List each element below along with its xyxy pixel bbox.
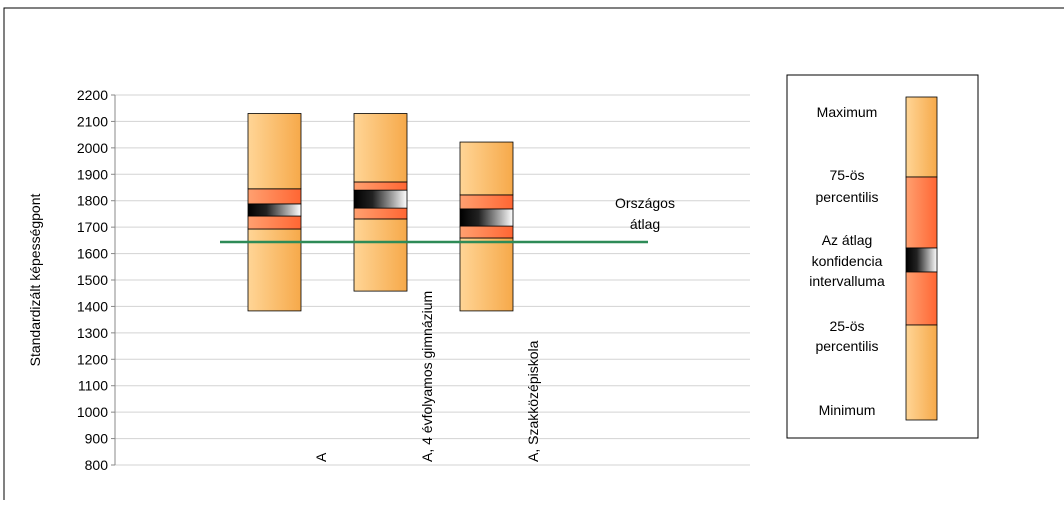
legend-label: 25-ös <box>829 318 864 334</box>
box-segment <box>353 207 408 220</box>
y-tick-label: 1600 <box>77 246 108 262</box>
y-tick-label: 2000 <box>77 140 108 156</box>
legend-label: Az átlag <box>822 232 873 248</box>
reference-label: átlag <box>630 216 660 232</box>
legend-label: percentilis <box>815 189 878 205</box>
legend-label: percentilis <box>815 338 878 354</box>
legend-label: Minimum <box>819 402 876 418</box>
x-tick-label: A, Szakközépiskola <box>525 340 541 462</box>
x-tick-label: A, 4 évfolyamos gimnázium <box>419 291 435 462</box>
legend-label: intervalluma <box>809 273 885 289</box>
y-tick-label: 900 <box>85 431 109 447</box>
box-segment <box>353 189 408 209</box>
x-tick-label: A <box>313 452 329 462</box>
frame <box>3 7 1064 500</box>
legend-swatch <box>905 324 938 421</box>
box-segment <box>459 141 514 196</box>
y-tick-label: 2100 <box>77 113 108 129</box>
box-segment <box>459 237 514 312</box>
legend-label: konfidencia <box>812 253 883 269</box>
box-segment <box>247 188 302 205</box>
y-tick-label: 800 <box>85 457 109 473</box>
y-tick-label: 1100 <box>78 378 108 394</box>
legend-swatch <box>905 176 938 249</box>
y-tick-label: 1900 <box>77 166 108 182</box>
box-segment <box>459 208 514 227</box>
box-segment <box>459 194 514 210</box>
legend-label: 75-ös <box>829 167 864 183</box>
y-tick-label: 1400 <box>77 298 108 314</box>
y-tick-label: 2200 <box>77 87 108 103</box>
box-segment <box>353 181 408 191</box>
box-segment <box>459 225 514 239</box>
legend-label: Maximum <box>817 104 878 120</box>
y-axis-label: Standardizált képességpont <box>27 194 43 367</box>
y-tick-label: 1000 <box>77 404 108 420</box>
legend-swatch <box>905 247 938 273</box>
y-tick-label: 1700 <box>77 219 108 235</box>
y-tick-label: 1200 <box>77 351 108 367</box>
box-segment <box>247 203 302 217</box>
box-segment <box>353 218 408 292</box>
box-segment <box>353 113 408 183</box>
y-tick-label: 1800 <box>77 193 108 209</box>
box-segment <box>247 113 302 190</box>
y-tick-label: 1500 <box>77 272 108 288</box>
legend-box <box>786 74 979 439</box>
legend-swatch <box>905 96 938 178</box>
legend-swatch <box>905 271 938 326</box>
box-segment <box>247 215 302 230</box>
y-tick-label: 1300 <box>77 325 108 341</box>
reference-label: Országos <box>615 195 675 211</box>
